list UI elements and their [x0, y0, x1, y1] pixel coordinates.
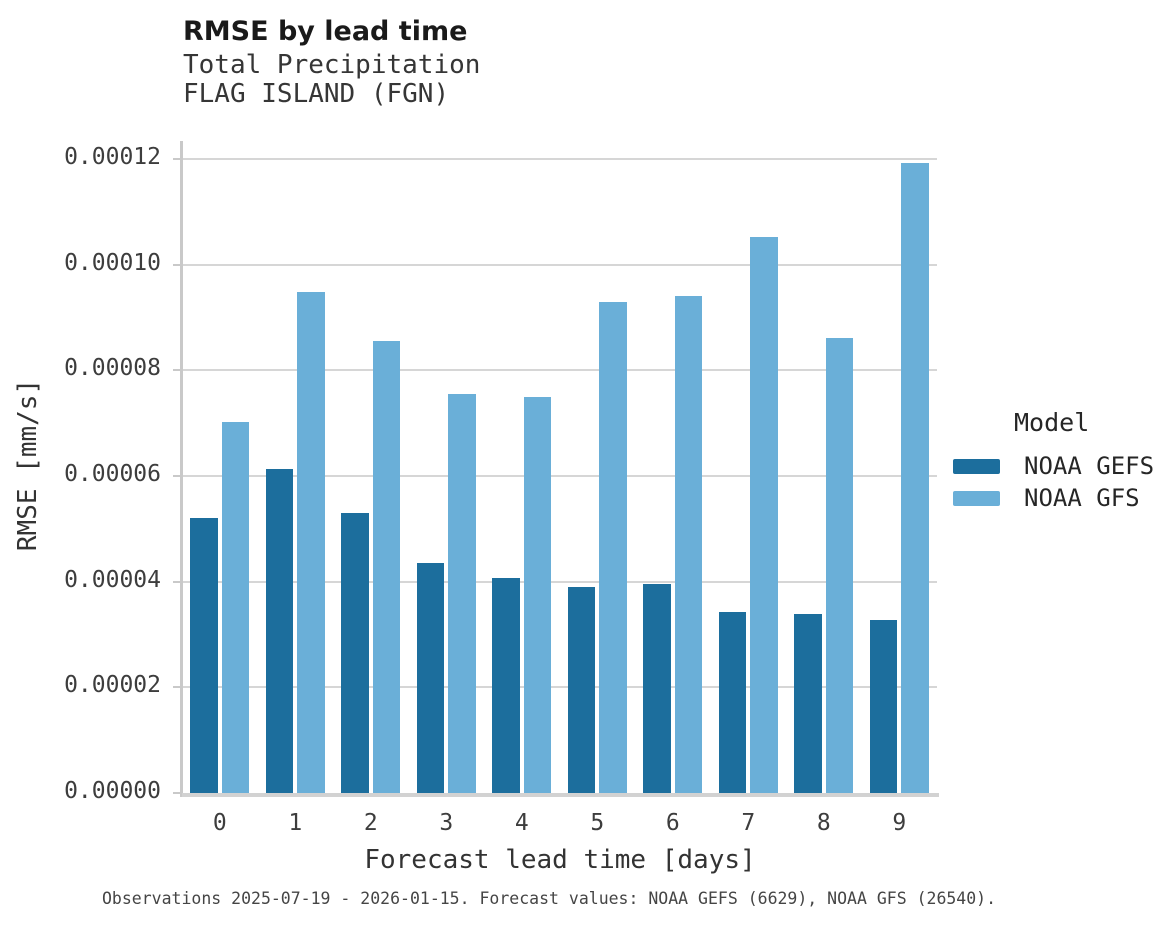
legend-title: Model — [1014, 408, 1090, 437]
x-tick-label: 2 — [363, 810, 378, 836]
bar-noaa-gefs-day9 — [869, 620, 898, 793]
x-tick-label: 4 — [514, 810, 529, 836]
y-axis-spine — [180, 141, 183, 797]
y-tick-label: 0.00000 — [64, 778, 161, 804]
gridline — [182, 475, 937, 477]
gridline — [182, 686, 937, 689]
y-tick-label: 0.00010 — [64, 249, 161, 276]
x-tick-label: 8 — [816, 810, 831, 836]
bar-noaa-gfs-day8 — [825, 337, 854, 793]
bar-noaa-gefs-day4 — [492, 578, 520, 793]
footer-caption: Observations 2025-07-19 - 2026-01-15. Fo… — [102, 889, 997, 908]
bar-noaa-gfs-day7 — [750, 237, 778, 793]
x-tick-label: 7 — [741, 810, 756, 836]
bar-noaa-gfs-day2 — [372, 340, 401, 793]
y-tick-mark — [173, 263, 180, 266]
y-tick-label: 0.00004 — [64, 566, 161, 593]
gridline — [182, 580, 937, 583]
y-tick-mark — [173, 369, 180, 372]
bar-noaa-gefs-day5 — [567, 586, 596, 793]
gridline — [182, 158, 937, 160]
bar-noaa-gfs-day0 — [221, 421, 250, 793]
y-tick-label: 0.00002 — [64, 672, 161, 699]
bar-noaa-gfs-day3 — [448, 393, 476, 793]
x-axis-spine — [182, 793, 939, 797]
x-tick-label: 1 — [288, 810, 303, 836]
bar-noaa-gefs-day2 — [341, 512, 369, 793]
chart-subtitle-station: FLAG ISLAND (FGN) — [183, 79, 450, 109]
legend-item-label: NOAA GFS — [1024, 484, 1140, 512]
y-tick-mark — [173, 580, 180, 583]
legend-swatch — [953, 458, 1000, 474]
x-axis-title: Forecast lead time [days] — [364, 845, 756, 875]
y-tick-mark — [173, 475, 180, 477]
legend-item-noaa-gfs: NOAA GFS — [953, 482, 1140, 514]
x-tick-label: 5 — [590, 810, 605, 836]
bar-noaa-gefs-day0 — [190, 518, 218, 793]
y-tick-label: 0.00008 — [64, 355, 161, 382]
bar-noaa-gefs-day7 — [718, 611, 747, 793]
y-tick-mark — [173, 792, 180, 794]
legend-swatch — [953, 490, 1000, 506]
y-axis-title: RMSE [mm/s] — [13, 378, 43, 552]
x-tick-label: 6 — [665, 810, 680, 836]
x-tick-label: 0 — [212, 810, 227, 836]
bar-noaa-gfs-day9 — [901, 162, 929, 793]
chart-subtitle-variable: Total Precipitation — [183, 50, 481, 80]
legend-item-label: NOAA GEFS — [1024, 452, 1155, 480]
bar-noaa-gefs-day1 — [265, 469, 294, 793]
bar-noaa-gfs-day5 — [599, 302, 627, 793]
legend-item-noaa-gefs: NOAA GEFS — [953, 450, 1154, 482]
chart-title: RMSE by lead time — [183, 16, 468, 47]
gridline — [182, 263, 937, 266]
y-tick-label: 0.00012 — [64, 144, 161, 170]
bar-noaa-gfs-day4 — [523, 396, 552, 793]
gridline — [182, 369, 937, 372]
x-tick-label: 9 — [892, 810, 907, 836]
bar-noaa-gefs-day8 — [794, 613, 822, 793]
bar-noaa-gfs-day6 — [674, 295, 703, 793]
bar-noaa-gefs-day6 — [643, 584, 671, 793]
y-tick-mark — [173, 686, 180, 689]
bar-noaa-gfs-day1 — [297, 291, 325, 793]
y-tick-mark — [173, 158, 180, 160]
y-tick-label: 0.00006 — [64, 461, 161, 487]
bar-noaa-gefs-day3 — [416, 563, 445, 793]
x-tick-label: 3 — [439, 810, 454, 836]
